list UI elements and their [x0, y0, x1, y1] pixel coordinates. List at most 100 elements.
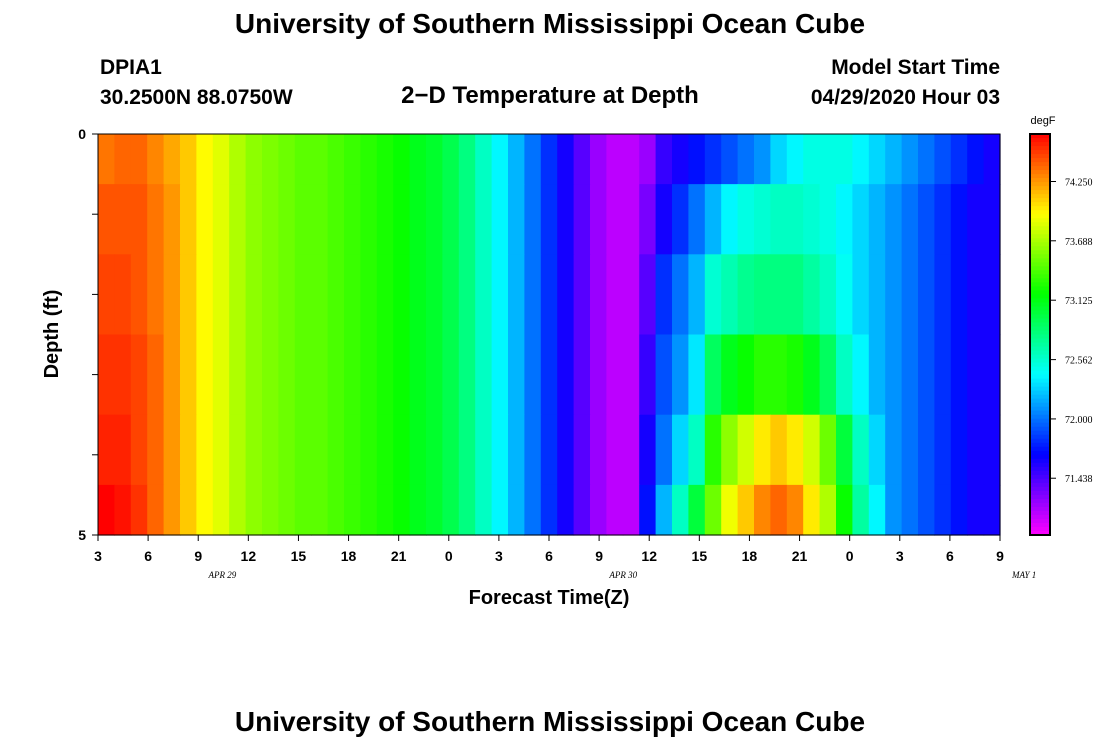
colorbar-step	[1030, 394, 1050, 400]
heatmap-cell	[655, 334, 673, 416]
heatmap-cell	[524, 134, 542, 185]
heatmap-cell	[770, 184, 788, 255]
heatmap-cell	[721, 134, 739, 185]
heatmap-cell	[901, 414, 919, 486]
heatmap-cell	[458, 184, 476, 255]
heatmap-cell	[606, 484, 624, 536]
heatmap-cell	[163, 414, 181, 486]
heatmap-cell	[754, 484, 771, 536]
heatmap-cell	[803, 184, 821, 255]
x-tick-label: 9	[996, 548, 1004, 564]
colorbar-step	[1030, 498, 1050, 504]
colorbar-step	[1030, 162, 1050, 167]
y-axis-title: Depth (ft)	[41, 290, 63, 379]
heatmap-cell	[836, 184, 853, 255]
colorbar-step	[1030, 406, 1050, 412]
colorbar-step	[1030, 298, 1050, 304]
heatmap-cell	[524, 184, 542, 255]
heatmap-cell	[409, 484, 427, 536]
heatmap-cell	[376, 484, 394, 536]
heatmap-cell	[491, 484, 509, 536]
heatmap-cell	[114, 184, 132, 255]
x-tick-label: 12	[641, 548, 657, 564]
heatmap-cell	[918, 134, 935, 185]
heatmap-cell	[704, 184, 722, 255]
heatmap-cell	[803, 334, 821, 416]
heatmap-cell	[540, 184, 558, 255]
heatmap-cell	[573, 254, 591, 336]
heatmap-cell	[393, 414, 411, 486]
heatmap-cell	[557, 484, 575, 536]
colorbar-step	[1030, 242, 1050, 247]
heatmap-cell	[672, 184, 689, 255]
footer-title: University of Southern Mississippi Ocean…	[234, 706, 866, 737]
heatmap-cell	[130, 254, 148, 336]
heatmap-cell	[967, 184, 985, 255]
heatmap-cell	[360, 334, 378, 416]
heatmap-cell	[98, 334, 115, 416]
heatmap-cell	[130, 134, 148, 185]
heatmap-cell	[508, 184, 525, 255]
heatmap-cell	[852, 484, 870, 536]
heatmap-cell	[376, 414, 394, 486]
heatmap-cell	[360, 134, 378, 185]
heatmap-cell	[934, 414, 952, 486]
heatmap-cell	[967, 134, 985, 185]
heatmap-cell	[278, 184, 296, 255]
x-tick-label: 0	[846, 548, 854, 564]
heatmap-cell	[885, 134, 903, 185]
colorbar-tick-label: 72.000	[1065, 415, 1093, 426]
colorbar-step	[1030, 386, 1050, 392]
heatmap-cell	[868, 484, 886, 536]
heatmap-cell	[229, 414, 247, 486]
heatmap-cell	[376, 134, 394, 185]
colorbar-step	[1030, 390, 1050, 396]
heatmap-cell	[344, 414, 361, 486]
heatmap-cell	[294, 134, 312, 185]
colorbar-step	[1030, 426, 1050, 432]
heatmap-cell	[836, 484, 853, 536]
heatmap-cell	[245, 484, 263, 536]
heatmap-cell	[196, 484, 214, 536]
colorbar-step	[1030, 142, 1050, 147]
heatmap-cell	[294, 334, 312, 416]
station-coordinates: 30.2500N 88.0750W	[100, 86, 293, 109]
heatmap-cell	[885, 254, 903, 336]
heatmap-cell	[573, 184, 591, 255]
heatmap-cell	[967, 414, 985, 486]
colorbar-frame	[1029, 133, 1051, 536]
heatmap-cell	[130, 414, 148, 486]
heatmap-cell	[491, 184, 509, 255]
heatmap-cell	[262, 254, 279, 336]
heatmap-cell	[737, 414, 755, 486]
heatmap-cell	[606, 134, 624, 185]
heatmap-cell	[475, 414, 493, 486]
heatmap-cell	[442, 414, 460, 486]
heatmap-cell	[803, 254, 821, 336]
colorbar-step	[1030, 226, 1050, 231]
heatmap-cell	[344, 334, 361, 416]
heatmap-cell	[573, 134, 591, 185]
heatmap-cell	[344, 184, 361, 255]
heatmap-cell	[786, 414, 804, 486]
page-title: University of Southern Mississippi Ocean…	[234, 8, 866, 39]
heatmap-cell	[688, 484, 706, 536]
heatmap-cell	[590, 484, 607, 536]
heatmap-cell	[967, 334, 985, 416]
heatmap-cell	[229, 334, 247, 416]
heatmap-cell	[704, 414, 722, 486]
heatmap-cell	[983, 254, 1001, 336]
heatmap-cell	[294, 184, 312, 255]
heatmap-cell	[278, 414, 296, 486]
colorbar-step	[1030, 278, 1050, 283]
heatmap-cell	[786, 184, 804, 255]
heatmap-cell	[114, 134, 132, 185]
heatmap-cell	[540, 134, 558, 185]
heatmap-cell	[311, 184, 329, 255]
heatmap-cell	[639, 254, 657, 336]
heatmap-cell	[754, 184, 771, 255]
heatmap-cell	[409, 254, 427, 336]
heatmap-cell	[180, 414, 197, 486]
heatmap-cell	[262, 134, 279, 185]
heatmap-cell	[803, 134, 821, 185]
